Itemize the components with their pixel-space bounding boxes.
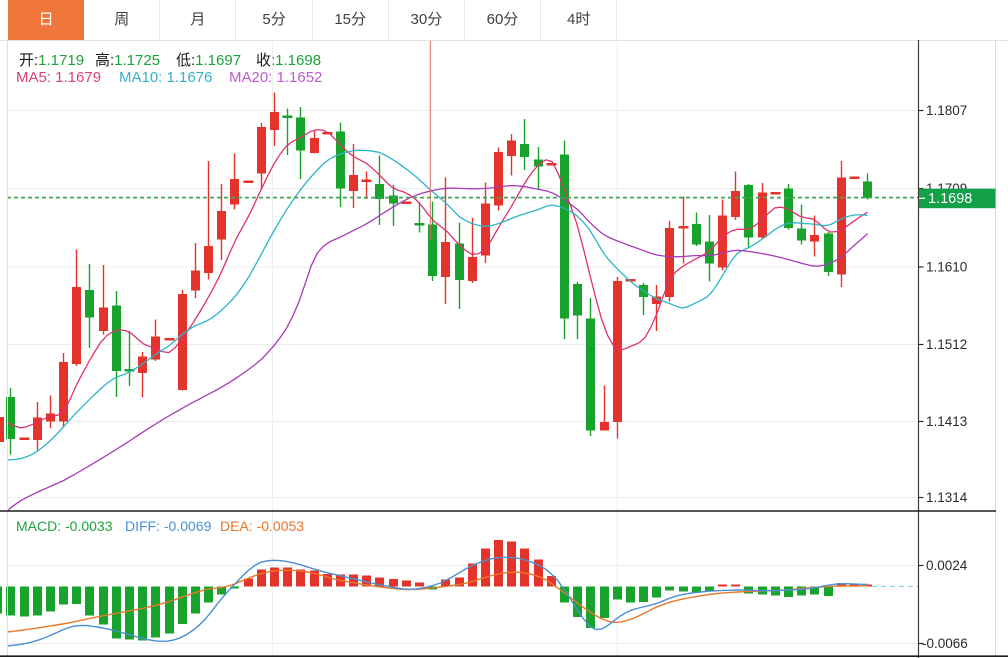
svg-text:-0.0066: -0.0066 xyxy=(922,636,968,651)
svg-text:1.1314: 1.1314 xyxy=(926,490,968,505)
svg-text:1.1698: 1.1698 xyxy=(928,191,972,207)
svg-text:1.1413: 1.1413 xyxy=(926,414,967,429)
svg-text:0.0024: 0.0024 xyxy=(926,558,968,573)
svg-text:1.1807: 1.1807 xyxy=(926,103,967,118)
svg-text:1.1610: 1.1610 xyxy=(926,260,967,275)
svg-text:1.1512: 1.1512 xyxy=(926,337,967,352)
